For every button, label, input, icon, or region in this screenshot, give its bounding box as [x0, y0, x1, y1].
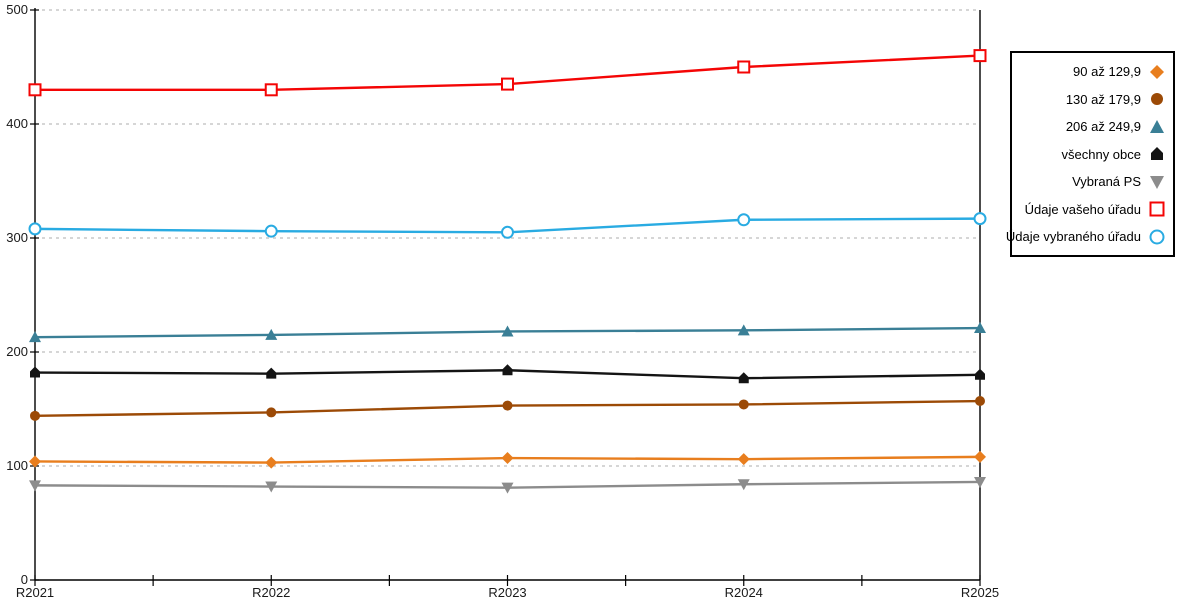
circle-icon [1151, 93, 1163, 105]
y-axis-tick-label: 300 [6, 230, 28, 245]
circle-open-icon [1149, 229, 1165, 244]
diamond-icon [265, 456, 278, 469]
legend-label: Údaje vašeho úřadu [1024, 201, 1141, 217]
triangle-down-icon [265, 481, 278, 493]
y-axis-tick-label: 200 [6, 344, 28, 359]
triangle-down-icon [501, 482, 514, 494]
square-open-icon [1149, 201, 1165, 217]
series-range-90-130 [29, 450, 986, 469]
house-up-icon [738, 372, 749, 384]
house-up-icon [30, 366, 40, 378]
diamond-icon [1150, 64, 1164, 79]
triangle-down-icon [1150, 175, 1164, 189]
legend-item-range-206-250: 206 až 249,9 [1012, 118, 1173, 136]
series-selected-ps [29, 476, 986, 494]
house-up-icon [1151, 147, 1163, 160]
legend-label: 206 až 249,9 [1065, 119, 1141, 134]
triangle-up-icon [501, 325, 514, 337]
house-up-icon [975, 368, 985, 380]
x-axis-tick-label: R2022 [252, 585, 290, 600]
legend-label: 130 až 179,9 [1065, 91, 1141, 107]
square-open-icon [737, 60, 751, 74]
legend-item-all-municipalities: všechny obce [1012, 145, 1173, 163]
x-axis-tick-label: R2023 [488, 585, 526, 600]
series-range-206-250 [29, 322, 986, 343]
house-up-icon [1151, 147, 1163, 160]
legend-item-range-90-130: 90 až 129,9 [1012, 63, 1173, 81]
series-all-municipalities [30, 364, 985, 384]
y-axis-tick-label: 0 [21, 572, 28, 587]
diamond-icon [1150, 64, 1164, 79]
legend-item-selected-ps: Vybraná PS [1012, 173, 1173, 191]
y-axis-tick-label: 500 [6, 2, 28, 17]
square-open-icon [973, 49, 987, 63]
axes: 0 100 200 300 400 500 R2021 R2022 R2023 R2024 R202… [6, 2, 999, 600]
series-selected-office-data [28, 212, 987, 239]
square-open-icon [264, 83, 278, 97]
y-axis-tick-label: 400 [6, 116, 28, 131]
triangle-up-icon [29, 331, 41, 343]
legend-label: všechny obce [1061, 146, 1142, 162]
series-range-130-180 [30, 396, 985, 421]
legend-label: Vybraná PS [1072, 174, 1141, 189]
circle-open-icon [973, 212, 987, 226]
circle-icon [975, 396, 985, 407]
circle-icon [502, 400, 513, 411]
circle-icon [1151, 93, 1163, 105]
house-up-icon [502, 364, 513, 376]
diamond-icon [29, 455, 41, 468]
triangle-up-icon [737, 324, 750, 336]
triangle-down-icon [737, 479, 750, 491]
square-open-icon [28, 83, 42, 97]
square-open-icon [501, 77, 514, 91]
circle-open-icon [501, 225, 514, 239]
triangle-down-icon [974, 476, 986, 488]
circle-icon [738, 399, 749, 410]
legend-item-selected-office-data: Údaje vybraného úřadu [1006, 228, 1173, 246]
triangle-up-icon [1150, 119, 1164, 133]
legend: 90 až 129,9 130 až 179,9 206 až 249,9 všech… [1006, 51, 1175, 257]
circle-open-icon [737, 213, 751, 227]
legend-label: 90 až 129,9 [1073, 64, 1141, 79]
legend-label: Údaje vybraného úřadu [1005, 229, 1141, 244]
diamond-icon [501, 452, 514, 465]
x-axis-tick-label: R2021 [16, 585, 54, 600]
triangle-up-icon [974, 322, 986, 334]
x-axis-tick-label: R2025 [961, 585, 999, 600]
circle-icon [266, 407, 277, 418]
square-open-icon [1149, 201, 1165, 217]
diamond-icon [974, 450, 986, 463]
series-your-office-data [28, 49, 987, 97]
x-axis-tick-label: R2024 [725, 585, 763, 600]
circle-icon [30, 410, 40, 421]
triangle-up-icon [265, 328, 278, 340]
triangle-up-icon [1150, 119, 1164, 133]
triangle-down-icon [29, 480, 41, 492]
triangle-down-icon [1150, 175, 1164, 189]
diamond-icon [737, 453, 750, 466]
legend-item-your-office-data: Údaje vašeho úřadu [1012, 200, 1173, 218]
circle-open-icon [264, 224, 278, 238]
y-axis-tick-label: 100 [6, 458, 28, 473]
house-up-icon [266, 367, 277, 379]
circle-open-icon [1149, 229, 1165, 244]
legend-item-range-130-180: 130 až 179,9 [1012, 90, 1173, 108]
circle-open-icon [28, 222, 42, 236]
